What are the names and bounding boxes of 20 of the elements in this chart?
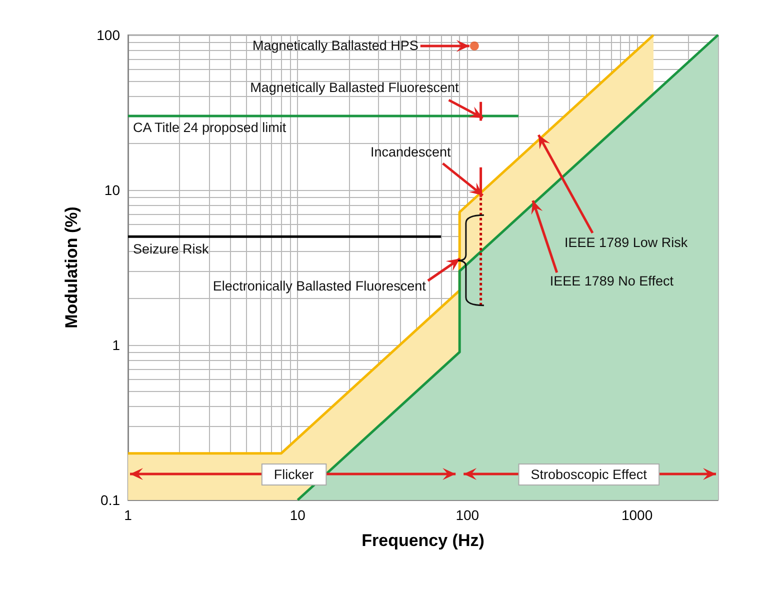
x-tick-label: 1000 bbox=[621, 507, 653, 523]
x-tick-label: 100 bbox=[456, 507, 480, 523]
y-tick-label: 0.1 bbox=[100, 492, 120, 508]
x-tick-label: 10 bbox=[290, 507, 306, 523]
annotation: IEEE 1789 No Effect bbox=[550, 274, 674, 289]
annotation: Electronically Ballasted Fluorescent bbox=[212, 278, 426, 294]
annotation: IEEE 1789 Low Risk bbox=[564, 234, 688, 250]
y-tick-label: 1 bbox=[112, 337, 120, 353]
y-tick-label: 10 bbox=[104, 182, 120, 198]
annotation: Flicker bbox=[274, 467, 314, 482]
annotation: Magnetically Ballasted Fluorescent bbox=[250, 80, 460, 96]
annotation: Incandescent bbox=[370, 144, 452, 160]
y-axis-title: Modulation (%) bbox=[62, 206, 81, 328]
annotation: Stroboscopic Effect bbox=[530, 467, 648, 482]
annotation: Seizure Risk bbox=[133, 242, 210, 257]
annotation: Magnetically Ballasted HPS bbox=[252, 38, 418, 53]
x-tick-label: 1 bbox=[124, 507, 132, 523]
annotation: CA Title 24 proposed limit bbox=[133, 120, 286, 136]
x-axis-title: Frequency (Hz) bbox=[362, 531, 484, 550]
y-tick-label: 100 bbox=[96, 27, 120, 43]
